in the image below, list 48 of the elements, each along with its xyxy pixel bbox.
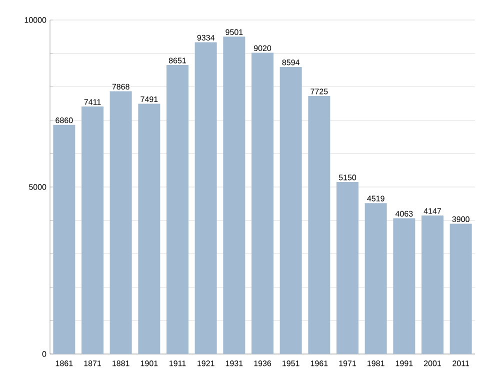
bar [82,106,104,354]
bar [138,104,160,354]
data-label: 5150 [338,174,356,180]
bar [194,42,217,354]
x-tick-label: 1901 [140,360,158,366]
bar [53,124,76,354]
data-label: 7411 [84,99,101,105]
x-tick-label: 1971 [339,360,356,366]
data-label: 9501 [226,29,243,35]
x-tick-label: 1936 [254,360,272,366]
x-tick-label: 1871 [84,360,102,366]
x-tick-label: 2011 [452,360,470,366]
x-tick-label: 1931 [226,360,243,366]
bar [450,224,472,354]
data-label: 4519 [367,196,384,202]
data-label: 4063 [395,210,413,217]
x-tick-label: 1961 [310,360,328,366]
data-label: 8594 [282,60,300,66]
bar [393,218,416,354]
x-tick-label: 1991 [396,360,413,366]
y-tick-label: 10000 [24,17,46,23]
bar [166,65,188,354]
data-label: 3900 [452,216,470,222]
x-tick-label: 1951 [282,360,300,366]
x-tick-label: 1981 [368,360,384,366]
x-tick-label: 1881 [112,360,130,366]
y-tick-label: 0 [42,351,46,357]
x-tick-label: 1911 [170,360,186,366]
x-tick-label: 2001 [424,360,442,366]
data-label: 7491 [140,96,158,102]
bar [223,36,246,354]
data-label: 4147 [424,208,441,214]
data-label: 8651 [168,58,186,64]
bar [422,215,444,354]
x-tick-label: 1861 [56,360,73,366]
data-label: 7868 [112,84,130,90]
bar [364,203,387,354]
x-tick-label: 1921 [198,360,214,366]
data-label: 7725 [310,88,328,94]
bar [110,91,132,354]
data-label: 6860 [56,118,73,124]
y-tick-label: 5000 [28,184,46,190]
bar [308,96,330,354]
bar [336,182,358,354]
bar [252,52,274,354]
data-label: 9334 [197,34,214,41]
data-label: 9020 [254,45,272,52]
bar [280,66,302,354]
